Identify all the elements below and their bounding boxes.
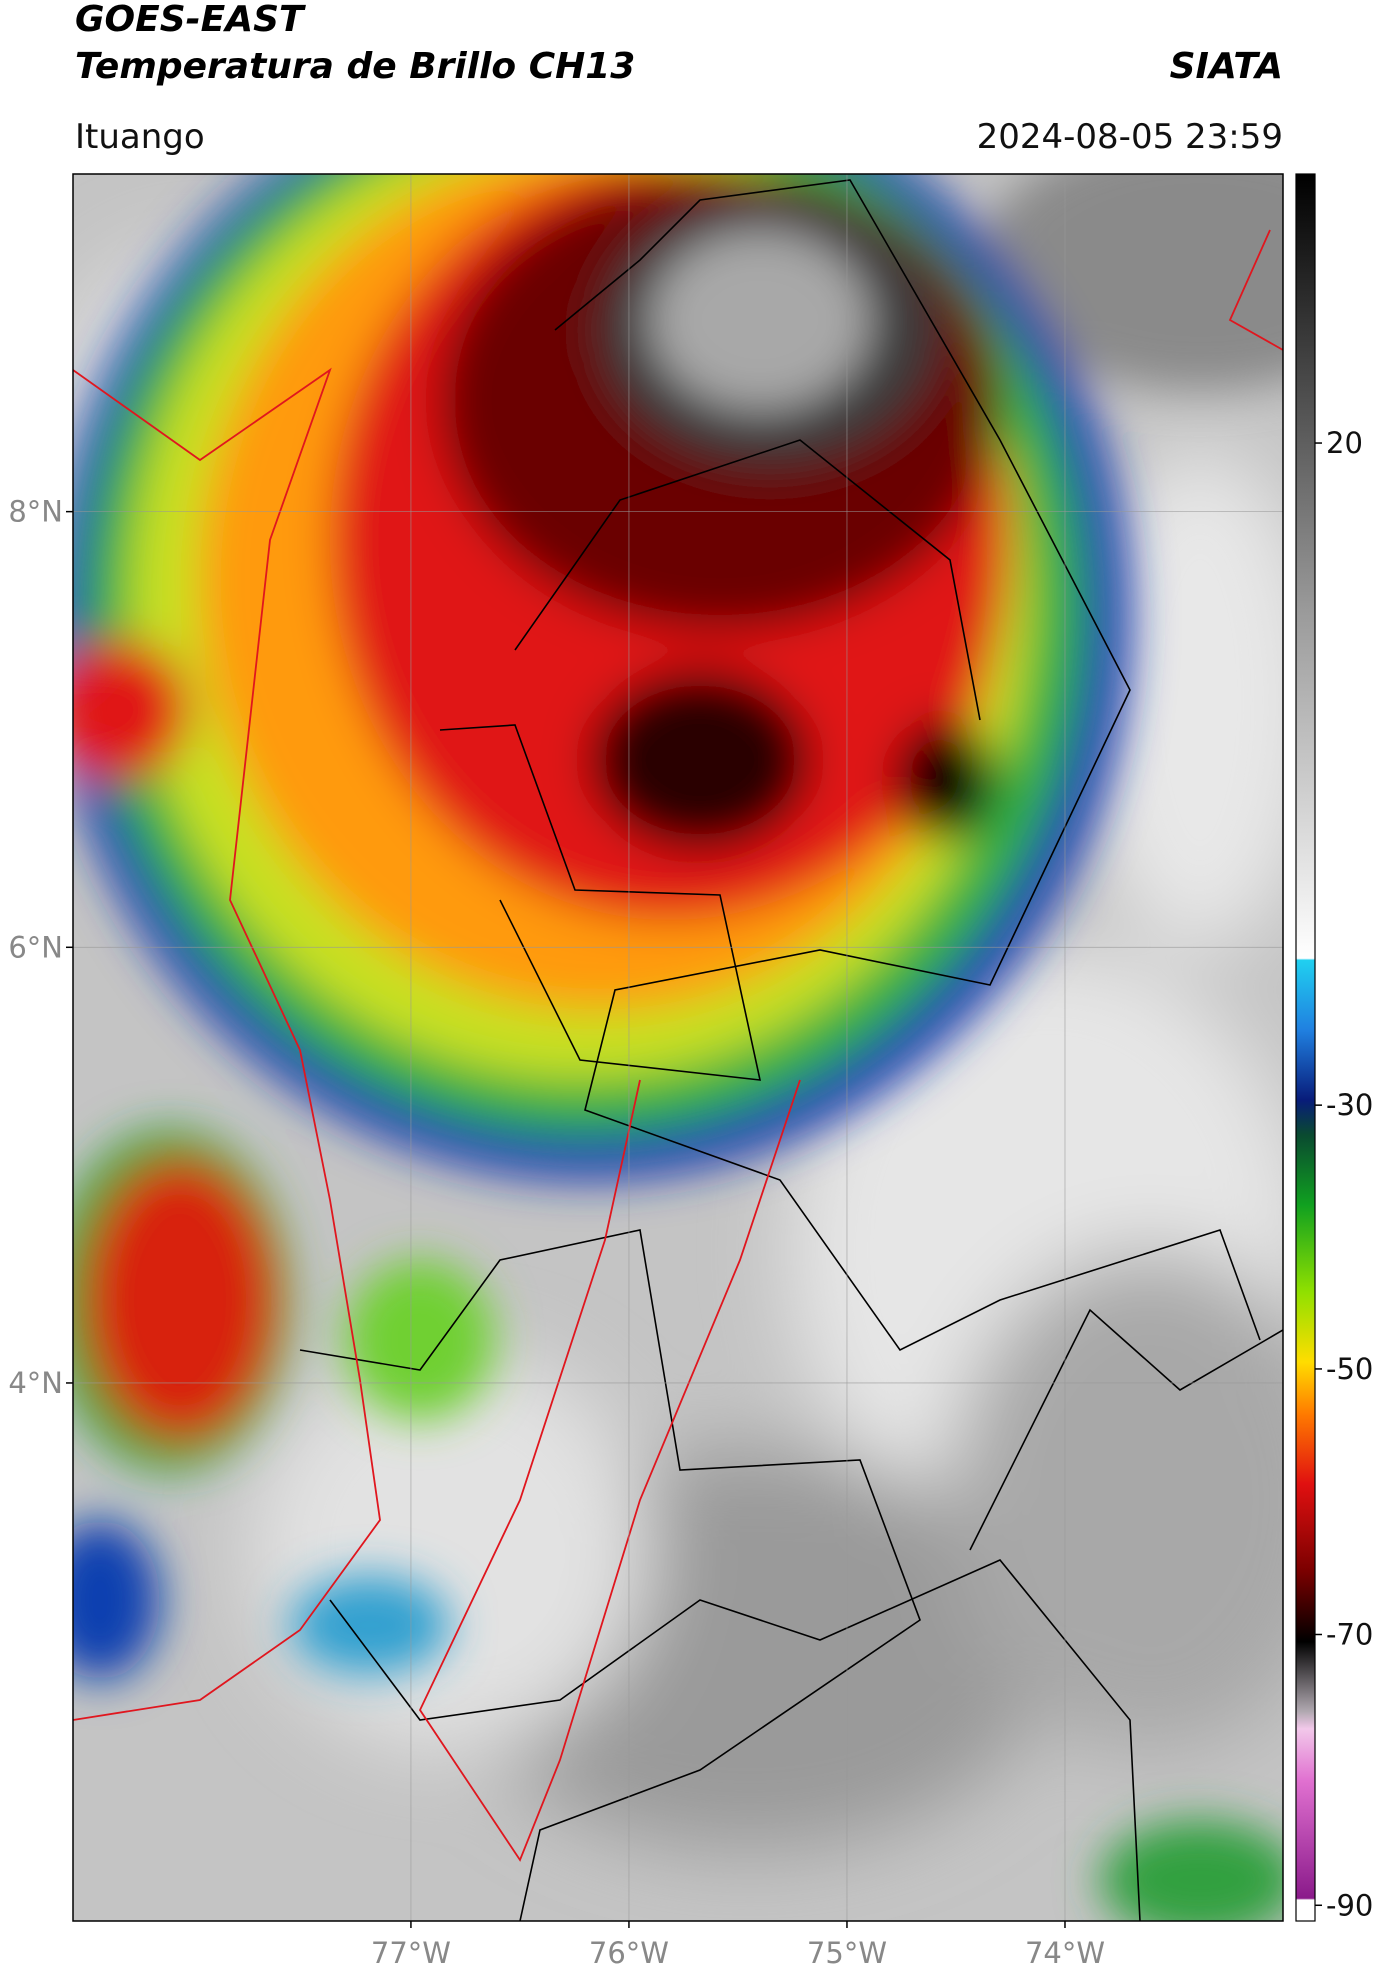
- datetime: 2024-08-05 23:59: [977, 117, 1283, 157]
- satellite-image: [73, 174, 1283, 1921]
- title: GOES-EAST: [75, 0, 306, 40]
- grid: [73, 174, 1283, 1921]
- y-tick-label: 8°N: [8, 495, 63, 529]
- source: SIATA: [1170, 46, 1283, 87]
- x-tick-label: 74°W: [1025, 1936, 1105, 1970]
- location: Ituango: [75, 117, 205, 157]
- y-tick-label: 6°N: [8, 930, 63, 964]
- x-tick-label: 75°W: [807, 1936, 887, 1970]
- colorbar-tick-label: -50: [1326, 1352, 1373, 1386]
- subtitle: Temperatura de Brillo CH13: [75, 46, 635, 87]
- colorbar-tick-label: -30: [1326, 1088, 1373, 1122]
- colorbar-tick-label: -70: [1326, 1617, 1373, 1651]
- x-tick-label: 77°W: [371, 1936, 451, 1970]
- map-frame: [72, 173, 1284, 1922]
- x-tick-label: 76°W: [589, 1936, 669, 1970]
- colorbar-tick-label: -90: [1326, 1888, 1373, 1922]
- y-tick-label: 4°N: [8, 1366, 63, 1400]
- colorbar-tick-label: 20: [1326, 426, 1363, 460]
- colorbar: [1295, 173, 1316, 1922]
